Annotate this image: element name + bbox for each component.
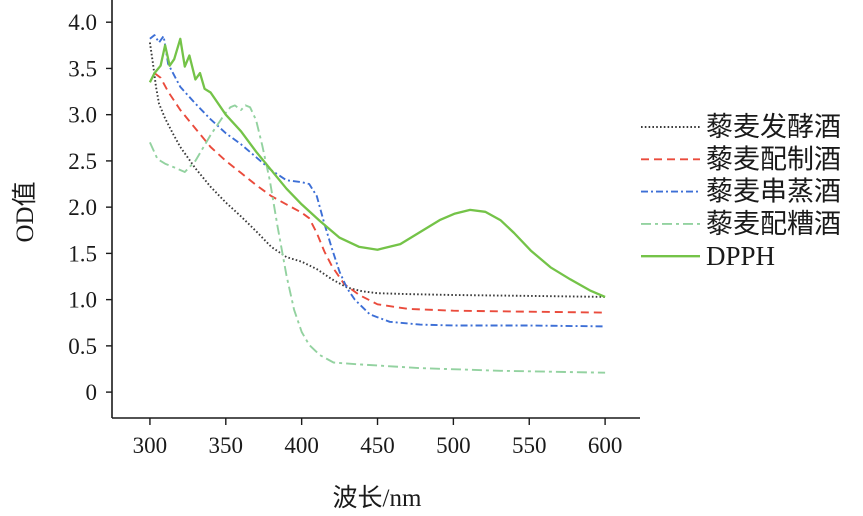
y-tick-label: 3.5 <box>68 56 97 81</box>
x-tick-label: 400 <box>284 433 319 458</box>
series-line-2 <box>153 72 606 314</box>
x-axis-ticks: 300 350 400 450 500 550 600 <box>133 418 623 458</box>
x-tick-label: 500 <box>436 433 471 458</box>
series-lines <box>148 34 606 374</box>
legend-label: 藜麦串蒸酒 <box>706 177 841 207</box>
series-line-3 <box>149 34 606 328</box>
legend-label: 藜麦配糟酒 <box>706 209 841 239</box>
legend-item: 藜麦配糟酒 <box>641 209 841 239</box>
legend-item: 藜麦串蒸酒 <box>641 177 841 207</box>
x-tick-label: 300 <box>133 433 168 458</box>
y-tick-label: 2.0 <box>68 195 97 220</box>
x-tick-label: 600 <box>588 433 623 458</box>
y-tick-label: 2.5 <box>68 149 97 174</box>
legend-label: DPPH <box>706 241 775 271</box>
y-axis-ticks: 0 0.5 1.0 1.5 2.0 2.5 3.0 3.5 4.0 <box>68 10 112 405</box>
y-tick-label: 4.0 <box>68 10 97 35</box>
y-tick-label: 3.0 <box>68 103 97 128</box>
series-line-1 <box>148 42 606 298</box>
series-line-4 <box>149 104 606 374</box>
y-tick-label: 1.0 <box>68 288 97 313</box>
legend-label: 藜麦配制酒 <box>706 144 841 174</box>
legend-item: 藜麦配制酒 <box>641 144 841 174</box>
y-tick-label: 0.5 <box>68 334 97 359</box>
y-tick-label: 0 <box>86 380 98 405</box>
y-tick-label: 1.5 <box>68 241 97 266</box>
legend-label: 藜麦发酵酒 <box>706 112 841 142</box>
x-tick-label: 550 <box>512 433 547 458</box>
series-line-5 <box>148 37 606 298</box>
x-tick-label: 350 <box>209 433 244 458</box>
legend-item: 藜麦发酵酒 <box>641 112 841 142</box>
x-tick-label: 450 <box>360 433 395 458</box>
x-axis-label: 波长/nm <box>333 484 422 512</box>
legend-item: DPPH <box>641 241 775 271</box>
y-axis-label: OD值 <box>11 181 39 242</box>
